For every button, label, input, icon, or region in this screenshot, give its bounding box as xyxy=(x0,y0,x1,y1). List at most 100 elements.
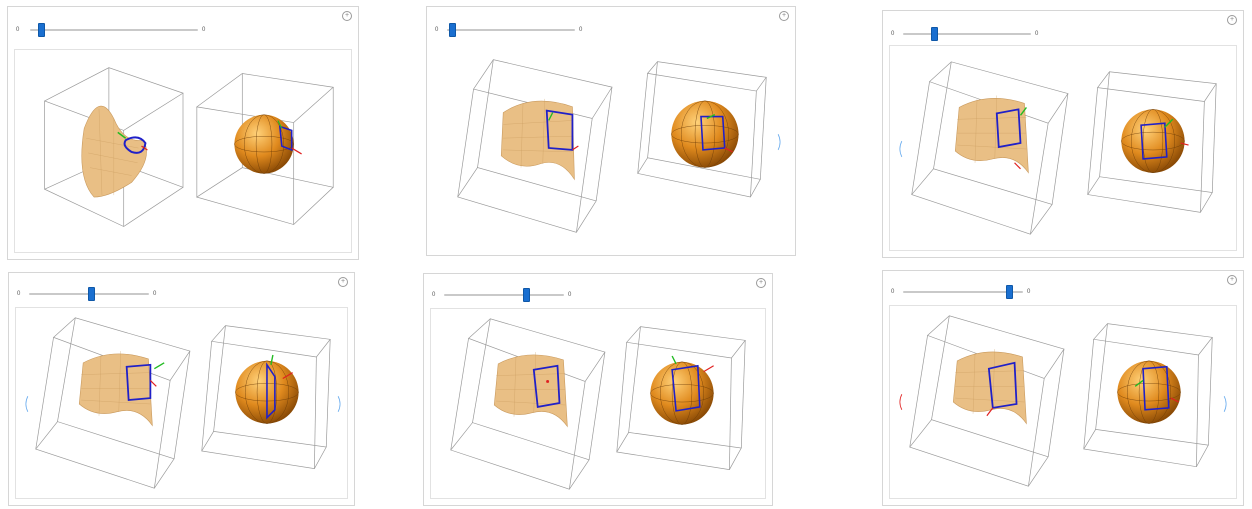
green-arrow-sphere xyxy=(1134,379,1144,387)
green-arrow-sphere xyxy=(706,113,716,120)
plots-svg xyxy=(25,317,341,489)
slider-min-label: 0 xyxy=(432,292,436,298)
right-bounding-box xyxy=(637,61,767,198)
bracket-left xyxy=(899,140,903,158)
plot-area xyxy=(14,49,352,253)
bracket-left xyxy=(899,393,903,411)
sphere-surface-plot xyxy=(671,100,739,168)
bracket-right xyxy=(777,134,781,151)
green-arrow xyxy=(117,131,127,139)
slider-thumb[interactable] xyxy=(523,288,531,302)
slider-thumb[interactable] xyxy=(449,23,457,37)
surface-mesh xyxy=(957,95,1027,163)
slider-max-label: 0 xyxy=(579,27,583,33)
slider-max-label: 0 xyxy=(153,291,157,297)
slider-track[interactable] xyxy=(447,29,575,31)
green-arrow xyxy=(1019,106,1027,116)
surface-mesh xyxy=(503,98,573,168)
sphere-surface-plot xyxy=(234,114,294,174)
plot-area xyxy=(889,45,1237,251)
slider-min-label: 0 xyxy=(891,289,895,295)
path-loop xyxy=(123,136,147,154)
sphere-surface-plot xyxy=(1121,109,1185,173)
red-arrow xyxy=(572,145,579,151)
red-arrow-sphere xyxy=(282,372,293,380)
slider-track[interactable] xyxy=(444,294,564,296)
plots-svg xyxy=(450,318,746,490)
right-bounding-box xyxy=(201,325,331,469)
plot-area xyxy=(15,307,348,499)
bracket-right xyxy=(337,395,341,412)
right-bounding-box xyxy=(1087,71,1217,213)
left-bounding-box xyxy=(450,318,606,490)
red-arrow-sphere xyxy=(1170,397,1179,403)
plus-icon[interactable]: + xyxy=(1227,15,1237,25)
slider-row: 0 0 xyxy=(430,288,578,302)
slider-min-label: 0 xyxy=(891,31,895,37)
sphere-path xyxy=(671,364,701,412)
green-arrow-sphere xyxy=(1164,118,1174,128)
slider-min-label: 0 xyxy=(16,27,20,33)
red-arrow-sphere xyxy=(703,365,714,373)
sphere-surface-plot xyxy=(1117,360,1181,424)
plots-svg xyxy=(899,61,1217,235)
plus-icon[interactable]: + xyxy=(779,11,789,21)
red-arrow-sphere xyxy=(1180,142,1189,146)
surface-mesh xyxy=(81,351,151,416)
green-arrow-sphere xyxy=(270,354,274,365)
slider-thumb[interactable] xyxy=(38,23,46,37)
plot-area xyxy=(889,305,1237,499)
red-arrow-sphere xyxy=(291,147,302,155)
sphere-path xyxy=(278,125,293,152)
path-loop xyxy=(532,364,561,408)
right-bounding-box xyxy=(1083,323,1213,468)
sphere-mesh xyxy=(1121,109,1185,173)
sphere-path xyxy=(266,362,276,420)
path-loop xyxy=(545,109,574,151)
path-loop xyxy=(125,363,152,402)
manipulate-panel-2: + 0 0 xyxy=(426,6,796,256)
left-bounding-box xyxy=(35,317,191,489)
path-loop xyxy=(995,108,1022,149)
surface-mesh xyxy=(86,108,139,196)
slider-row: 0 0 xyxy=(14,23,214,37)
green-arrow-sphere xyxy=(671,355,677,365)
slider-track[interactable] xyxy=(903,33,1031,35)
right-bounding-box xyxy=(616,326,746,470)
slider-row: 0 0 xyxy=(15,287,165,301)
slider-thumb[interactable] xyxy=(1005,285,1013,299)
red-arrow xyxy=(1014,162,1021,170)
green-arrow-sphere xyxy=(277,120,283,129)
manipulate-panel-6: + 0 0 xyxy=(882,270,1244,506)
plots-svg xyxy=(457,59,781,233)
plot-area xyxy=(430,308,766,499)
red-arrow xyxy=(141,145,148,151)
sphere-mesh xyxy=(650,361,714,425)
green-arrow xyxy=(548,112,554,121)
plus-icon[interactable]: + xyxy=(342,11,352,21)
plus-icon[interactable]: + xyxy=(1227,275,1237,285)
saddle-surface-plot xyxy=(954,98,1029,174)
sphere-mesh xyxy=(671,100,739,168)
slider-max-label: 0 xyxy=(1027,289,1031,295)
plus-icon[interactable]: + xyxy=(756,278,766,288)
plots-svg xyxy=(899,315,1227,487)
slider-row: 0 0 xyxy=(889,27,1049,41)
plus-icon[interactable]: + xyxy=(338,277,348,287)
slider-row: 0 0 xyxy=(433,23,593,37)
slider-thumb[interactable] xyxy=(87,287,95,301)
manipulate-panel-3: + 0 0 xyxy=(882,10,1244,258)
red-point xyxy=(546,379,550,383)
red-arrow-sphere xyxy=(724,147,733,153)
sphere-path xyxy=(1140,122,1168,160)
plot-area xyxy=(433,41,789,249)
manipulate-panel-4: + 0 0 xyxy=(8,272,355,506)
saddle-surface-plot xyxy=(500,100,575,181)
slider-thumb[interactable] xyxy=(930,27,938,41)
slider-row: 0 0 xyxy=(889,285,1039,299)
red-arrow xyxy=(149,380,157,387)
sphere-mesh xyxy=(1117,360,1181,424)
saddle-surface-plot xyxy=(493,354,568,428)
slider-track[interactable] xyxy=(30,29,198,31)
slider-track[interactable] xyxy=(903,291,1023,293)
